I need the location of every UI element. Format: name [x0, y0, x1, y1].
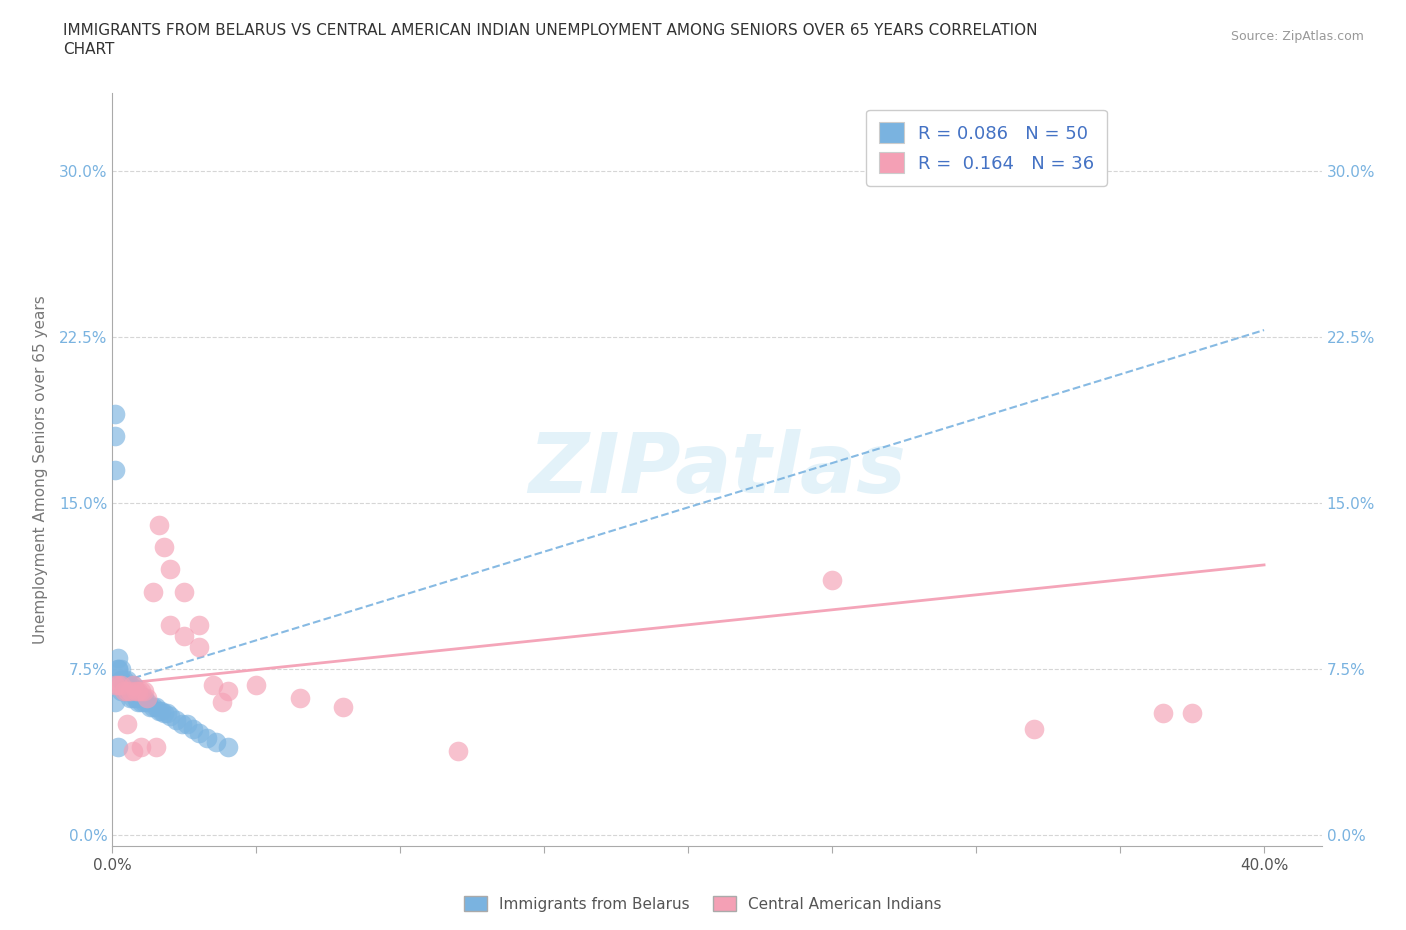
- Point: [217, 739, 239, 754]
- Point: [104, 462, 127, 477]
- Point: [110, 672, 132, 687]
- Point: [121, 677, 143, 692]
- Point: [127, 688, 149, 703]
- Point: [112, 677, 135, 692]
- Point: [110, 672, 132, 687]
- Point: [1022, 722, 1045, 737]
- Point: [115, 677, 138, 692]
- Point: [197, 730, 219, 745]
- Point: [170, 717, 193, 732]
- Point: [288, 690, 311, 705]
- Point: [148, 704, 170, 719]
- Point: [127, 695, 149, 710]
- Point: [121, 744, 143, 759]
- Point: [187, 618, 209, 632]
- Point: [129, 688, 152, 703]
- Point: [124, 684, 146, 698]
- Point: [1181, 706, 1204, 721]
- Point: [153, 539, 176, 554]
- Point: [104, 429, 127, 444]
- Point: [139, 699, 162, 714]
- Point: [211, 695, 233, 710]
- Point: [173, 629, 195, 644]
- Point: [150, 704, 173, 719]
- Point: [134, 695, 156, 710]
- Point: [153, 706, 176, 721]
- Point: [118, 690, 141, 705]
- Point: [118, 684, 141, 698]
- Point: [115, 717, 138, 732]
- Point: [121, 690, 143, 705]
- Point: [110, 677, 132, 692]
- Text: IMMIGRANTS FROM BELARUS VS CENTRAL AMERICAN INDIAN UNEMPLOYMENT AMONG SENIORS OV: IMMIGRANTS FROM BELARUS VS CENTRAL AMERI…: [63, 23, 1038, 38]
- Point: [104, 406, 127, 421]
- Point: [127, 684, 149, 698]
- Text: ZIPatlas: ZIPatlas: [529, 429, 905, 511]
- Point: [156, 706, 179, 721]
- Point: [129, 739, 152, 754]
- Point: [176, 717, 198, 732]
- Point: [159, 708, 181, 723]
- Point: [107, 651, 129, 666]
- Point: [107, 677, 129, 692]
- Point: [110, 661, 132, 676]
- Point: [112, 672, 135, 687]
- Point: [245, 677, 267, 692]
- Text: Source: ZipAtlas.com: Source: ZipAtlas.com: [1230, 30, 1364, 43]
- Point: [112, 684, 135, 698]
- Point: [159, 618, 181, 632]
- Point: [115, 672, 138, 687]
- Point: [134, 690, 156, 705]
- Point: [821, 573, 844, 588]
- Point: [115, 684, 138, 698]
- Point: [136, 690, 159, 705]
- Point: [104, 695, 127, 710]
- Point: [129, 684, 152, 698]
- Point: [145, 699, 167, 714]
- Point: [129, 695, 152, 710]
- Point: [134, 684, 156, 698]
- Point: [121, 677, 143, 692]
- Point: [104, 677, 127, 692]
- Point: [115, 684, 138, 698]
- Legend: Immigrants from Belarus, Central American Indians: Immigrants from Belarus, Central America…: [458, 889, 948, 918]
- Point: [173, 584, 195, 599]
- Point: [107, 739, 129, 754]
- Point: [202, 677, 225, 692]
- Point: [187, 640, 209, 655]
- Point: [181, 722, 204, 737]
- Point: [136, 695, 159, 710]
- Point: [447, 744, 470, 759]
- Point: [217, 684, 239, 698]
- Point: [205, 735, 228, 750]
- Point: [121, 684, 143, 698]
- Point: [112, 684, 135, 698]
- Point: [118, 677, 141, 692]
- Point: [124, 690, 146, 705]
- Point: [148, 518, 170, 533]
- Y-axis label: Unemployment Among Seniors over 65 years: Unemployment Among Seniors over 65 years: [32, 296, 48, 644]
- Point: [165, 712, 187, 727]
- Point: [118, 684, 141, 698]
- Point: [159, 562, 181, 577]
- Text: CHART: CHART: [63, 42, 115, 57]
- Point: [145, 739, 167, 754]
- Point: [142, 699, 165, 714]
- Legend: R = 0.086   N = 50, R =  0.164   N = 36: R = 0.086 N = 50, R = 0.164 N = 36: [866, 110, 1107, 186]
- Point: [107, 661, 129, 676]
- Point: [115, 684, 138, 698]
- Point: [1152, 706, 1174, 721]
- Point: [187, 726, 209, 741]
- Point: [142, 584, 165, 599]
- Point: [107, 661, 129, 676]
- Point: [110, 684, 132, 698]
- Point: [332, 699, 354, 714]
- Point: [124, 684, 146, 698]
